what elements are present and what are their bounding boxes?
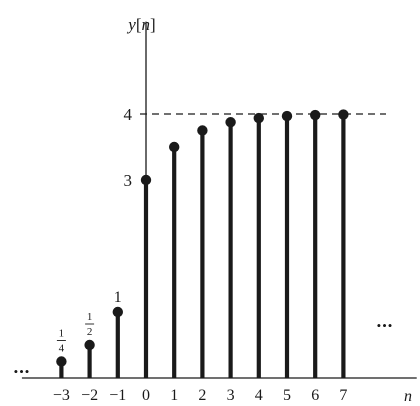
- stem: [253, 112, 264, 378]
- y-tick-label: 3: [124, 171, 133, 190]
- stem-marker: [281, 110, 293, 122]
- y-axis-label-part: y: [126, 15, 136, 34]
- stem: [140, 174, 152, 378]
- stem-marker: [197, 125, 208, 136]
- y-axis-label-part: n: [142, 15, 151, 34]
- ellipsis-left: •••: [14, 364, 31, 379]
- fraction-denominator: 2: [87, 326, 93, 338]
- x-tick-label: 6: [311, 387, 319, 404]
- x-tick-label: 1: [170, 387, 178, 404]
- stem: [112, 306, 124, 378]
- x-tick-label: −1: [109, 387, 126, 404]
- axes: [21, 21, 417, 379]
- stem: [310, 109, 321, 378]
- fraction-label: 12: [85, 311, 95, 338]
- x-tick-label: 4: [255, 387, 263, 404]
- fraction-numerator: 1: [87, 311, 93, 323]
- value-label: 1: [114, 289, 122, 306]
- stem-marker: [112, 306, 124, 318]
- stem: [225, 117, 236, 378]
- x-tick-label: 0: [142, 387, 150, 404]
- stem: [84, 339, 95, 378]
- stems: [56, 109, 349, 378]
- stem: [56, 356, 67, 378]
- stem-marker: [338, 109, 349, 120]
- fraction-denominator: 4: [59, 343, 65, 355]
- y-tick-labels: 34: [124, 105, 133, 190]
- stem-marker: [140, 174, 152, 186]
- x-tick-label: 2: [198, 387, 206, 404]
- fraction-numerator: 1: [59, 328, 65, 340]
- stem: [338, 109, 349, 378]
- y-axis-label: y[n]: [126, 15, 155, 34]
- x-tick-label: 7: [339, 387, 347, 404]
- stem: [197, 125, 208, 378]
- x-tick-labels: −3 −2 −1 0 1 2 3 4 5 6 7: [53, 387, 348, 404]
- x-tick-label: 5: [283, 387, 291, 404]
- stem: [169, 141, 180, 378]
- stem-marker: [225, 117, 236, 128]
- y-tick-label: 4: [124, 105, 133, 124]
- x-axis-label: n: [404, 388, 412, 405]
- ellipsis-right: •••: [377, 318, 394, 333]
- stem-marker: [253, 112, 264, 124]
- stem: [281, 110, 293, 378]
- x-tick-label: −2: [81, 387, 98, 404]
- x-tick-label: −3: [53, 387, 70, 404]
- x-tick-label: 3: [227, 387, 235, 404]
- stem-marker: [84, 339, 95, 351]
- stem-marker: [56, 356, 67, 367]
- y-axis-label-part: [: [136, 15, 142, 34]
- stem-marker: [169, 141, 180, 153]
- y-axis-label-part: ]: [150, 15, 156, 34]
- stem-marker: [310, 109, 321, 121]
- fraction-label: 14: [56, 328, 66, 355]
